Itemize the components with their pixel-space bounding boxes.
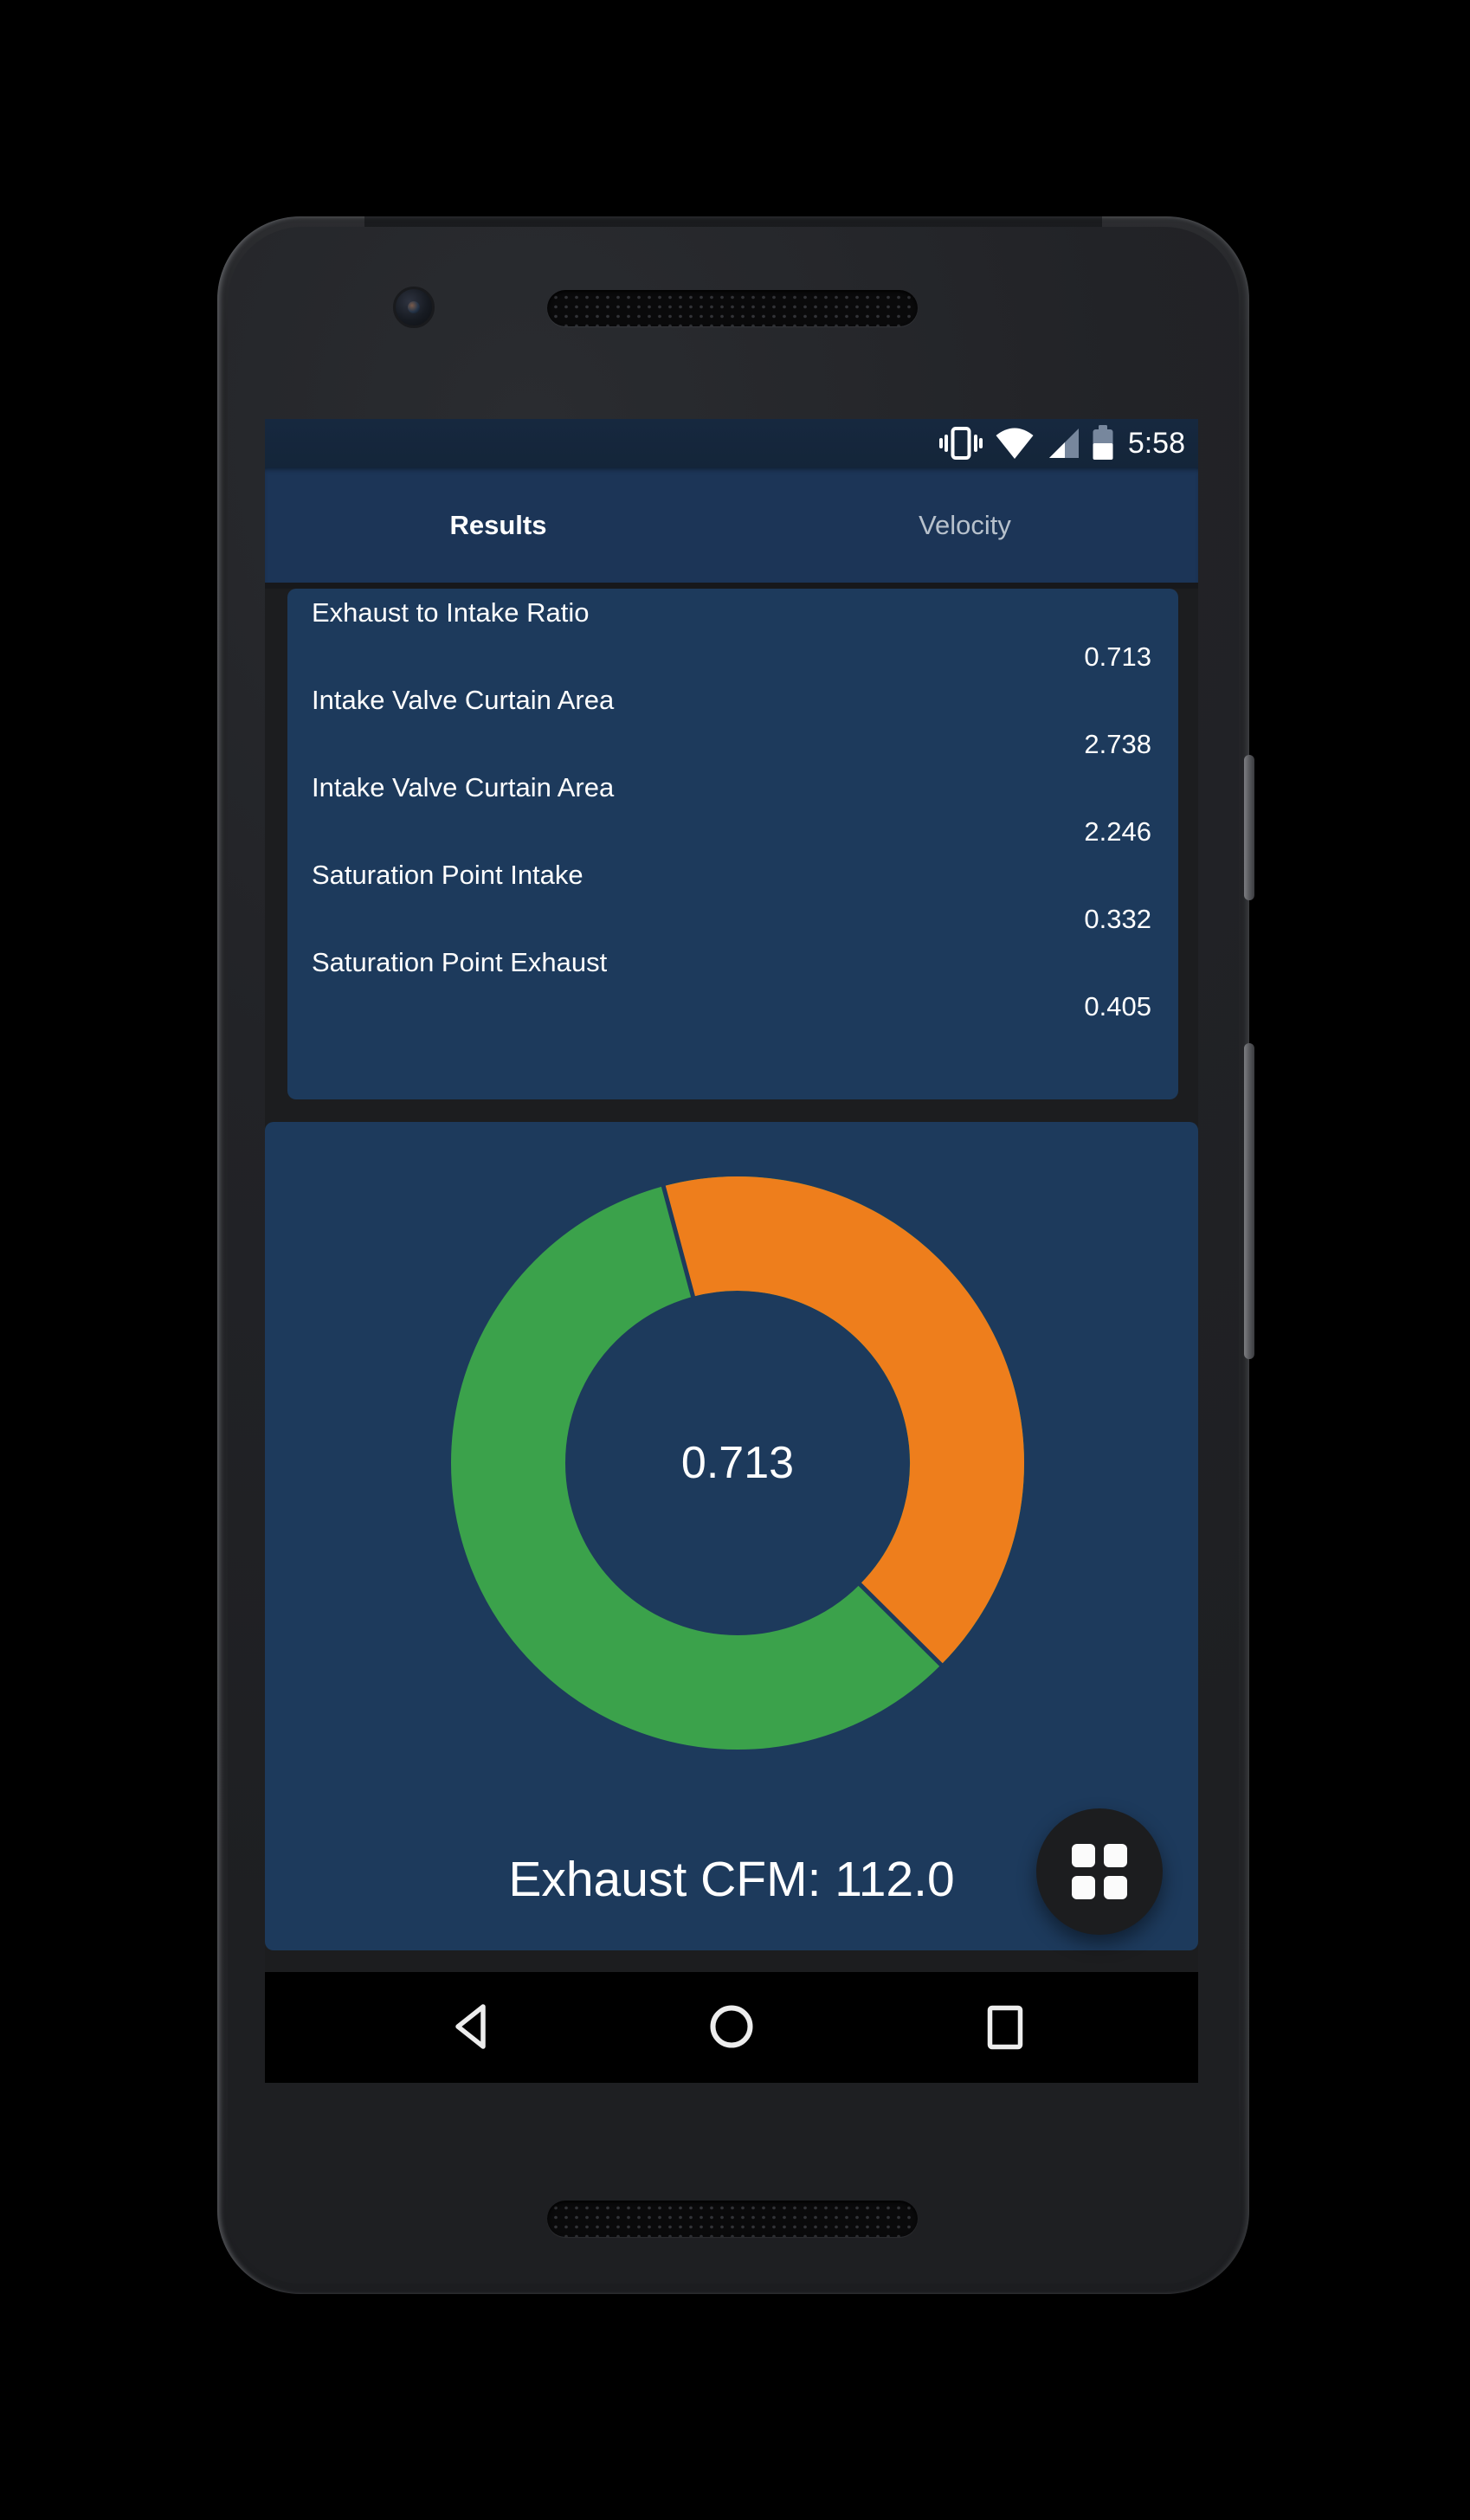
power-button	[1244, 755, 1254, 900]
bottom-speaker-grille	[547, 2201, 918, 2237]
tab-results[interactable]: Results	[449, 509, 547, 540]
result-value: 2.738	[1084, 728, 1151, 759]
result-label: Intake Valve Curtain Area	[312, 685, 615, 715]
tab-bar-divider	[265, 583, 1198, 589]
status-bar-clock: 5:58	[1127, 427, 1185, 460]
chart-type-fab-button[interactable]	[1036, 1808, 1163, 1935]
result-value: 0.332	[1084, 903, 1151, 934]
list-item: Saturation Point Intake 0.332	[312, 854, 1151, 941]
donut-slice-gap	[661, 1183, 696, 1300]
result-label: Saturation Point Intake	[312, 860, 583, 890]
front-camera-icon	[393, 287, 435, 328]
chart-panel: 0.713 Exhaust CFM: 112.0	[265, 1122, 1198, 1950]
battery-icon	[1093, 425, 1113, 460]
result-value: 2.246	[1084, 815, 1151, 847]
status-bar: 5:58	[265, 419, 1198, 467]
list-item: Intake Valve Curtain Area 2.246	[312, 766, 1151, 854]
camera-lens	[408, 301, 420, 313]
wifi-icon	[996, 428, 1034, 459]
grid-icon	[1072, 1844, 1127, 1899]
list-item: Intake Valve Curtain Area 2.738	[312, 679, 1151, 766]
donut-center-value: 0.713	[680, 1438, 795, 1488]
android-nav-bar	[265, 1972, 1198, 2083]
result-label: Exhaust to Intake Ratio	[312, 597, 590, 628]
result-label: Saturation Point Exhaust	[312, 947, 608, 977]
results-list-card[interactable]: Exhaust to Intake Ratio 0.713 Intake Val…	[287, 589, 1178, 1099]
cell-signal-icon	[1048, 429, 1079, 458]
tab-bar: Results Velocity	[265, 467, 1198, 583]
result-label: Intake Valve Curtain Area	[312, 772, 615, 802]
result-value: 0.713	[1084, 641, 1151, 672]
list-item: Exhaust to Intake Ratio 0.713	[312, 591, 1151, 679]
result-value: 0.405	[1084, 990, 1151, 1022]
vibrate-icon	[938, 427, 983, 460]
earpiece-speaker-grille	[547, 290, 918, 326]
volume-rocker	[1244, 1043, 1254, 1359]
recents-button[interactable]	[985, 2003, 1025, 2052]
phone-screen: 5:58 Results Velocity Exhaust to Intake …	[265, 419, 1198, 2083]
donut-chart	[451, 1176, 1024, 1750]
list-item: Saturation Point Exhaust 0.405	[312, 941, 1151, 1028]
tab-velocity[interactable]: Velocity	[919, 509, 1011, 540]
home-button[interactable]	[709, 2004, 754, 2049]
back-button[interactable]	[448, 2001, 490, 2053]
chart-caption: Exhaust CFM: 112.0	[508, 1852, 955, 1907]
donut-slice-gap	[856, 1581, 945, 1668]
